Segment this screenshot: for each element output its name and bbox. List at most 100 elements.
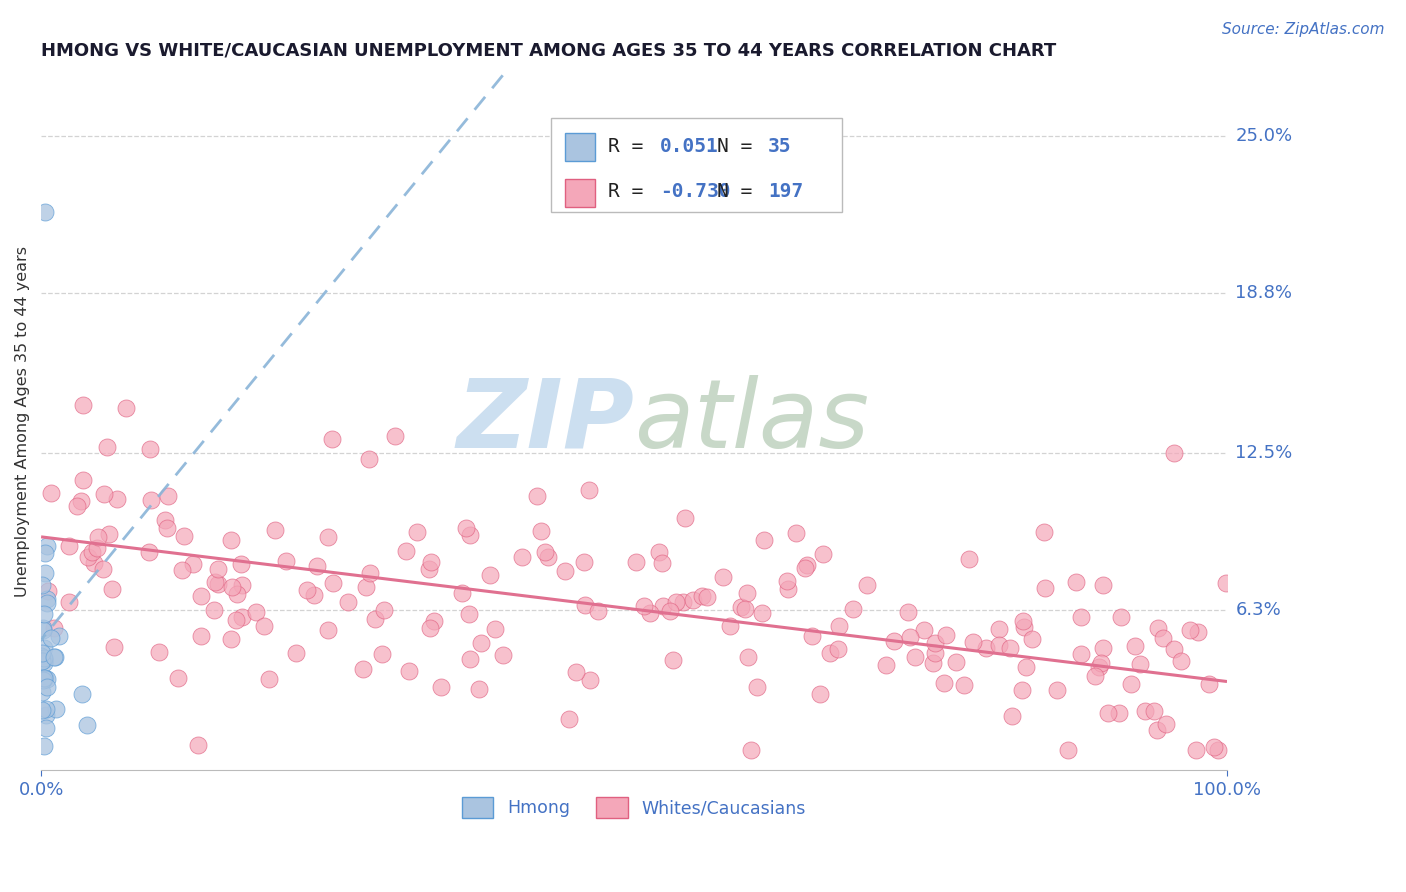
- Point: [35, 539, 58, 553]
- Point: [897, 605, 920, 619]
- Point: [284, 646, 307, 660]
- Point: [745, 680, 768, 694]
- Point: [484, 622, 506, 636]
- Y-axis label: Unemployment Among Ages 35 to 44 years: Unemployment Among Ages 35 to 44 years: [15, 246, 30, 597]
- Point: [35, 591, 58, 606]
- Point: [371, 647, 394, 661]
- Point: [1108, 706, 1130, 721]
- Point: [875, 657, 897, 672]
- Point: [740, 743, 762, 757]
- Point: [82, 545, 104, 559]
- Point: [321, 432, 343, 446]
- Point: [58, 595, 80, 609]
- Point: [776, 574, 799, 588]
- Point: [924, 646, 946, 660]
- Text: 197: 197: [768, 182, 803, 201]
- Point: [86, 541, 108, 555]
- Point: [1097, 706, 1119, 720]
- Point: [962, 635, 984, 649]
- Point: [139, 492, 162, 507]
- FancyBboxPatch shape: [551, 118, 842, 212]
- Point: [536, 549, 558, 564]
- Point: [93, 486, 115, 500]
- Point: [988, 639, 1011, 653]
- Point: [207, 562, 229, 576]
- Point: [359, 566, 381, 580]
- Point: [322, 576, 344, 591]
- Point: [827, 642, 849, 657]
- Point: [418, 562, 440, 576]
- Point: [793, 561, 815, 575]
- Point: [170, 563, 193, 577]
- Point: [34, 546, 56, 560]
- Point: [579, 673, 602, 687]
- Point: [96, 440, 118, 454]
- Point: [912, 624, 935, 638]
- Point: [470, 636, 492, 650]
- Point: [1198, 677, 1220, 691]
- Text: HMONG VS WHITE/CAUCASIAN UNEMPLOYMENT AMONG AGES 35 TO 44 YEARS CORRELATION CHAR: HMONG VS WHITE/CAUCASIAN UNEMPLOYMENT AM…: [41, 42, 1056, 60]
- Point: [1011, 682, 1033, 697]
- Point: [181, 557, 204, 571]
- Point: [658, 604, 681, 618]
- Point: [468, 682, 491, 697]
- Point: [1163, 641, 1185, 656]
- Point: [1154, 716, 1177, 731]
- Legend: Hmong, Whites/Caucasians: Hmong, Whites/Caucasians: [456, 790, 813, 824]
- Point: [776, 582, 799, 596]
- Point: [1088, 659, 1111, 673]
- Point: [1091, 577, 1114, 591]
- Point: [190, 589, 212, 603]
- Text: 35: 35: [768, 136, 792, 155]
- Text: N =: N =: [717, 136, 763, 155]
- Point: [245, 605, 267, 619]
- Point: [1012, 614, 1035, 628]
- Point: [856, 578, 879, 592]
- Point: [1129, 657, 1152, 671]
- Point: [737, 586, 759, 600]
- Point: [672, 595, 695, 609]
- Point: [305, 559, 328, 574]
- Text: 6.3%: 6.3%: [1236, 601, 1281, 619]
- Point: [225, 587, 247, 601]
- Point: [554, 565, 576, 579]
- Point: [651, 556, 673, 570]
- Point: [935, 628, 957, 642]
- Text: ZIP: ZIP: [456, 375, 634, 468]
- Point: [828, 618, 851, 632]
- Point: [1046, 683, 1069, 698]
- Point: [45, 701, 67, 715]
- Point: [398, 665, 420, 679]
- Point: [1064, 574, 1087, 589]
- Point: [39, 486, 62, 500]
- Point: [478, 568, 501, 582]
- Point: [924, 636, 946, 650]
- Point: [883, 633, 905, 648]
- Point: [34, 205, 56, 219]
- Point: [32, 624, 55, 638]
- Point: [32, 650, 55, 665]
- Point: [420, 556, 443, 570]
- Point: [384, 429, 406, 443]
- Text: 18.8%: 18.8%: [1236, 285, 1292, 302]
- Point: [58, 539, 80, 553]
- Point: [139, 442, 162, 457]
- Point: [357, 452, 380, 467]
- Text: 12.5%: 12.5%: [1236, 444, 1292, 462]
- Point: [458, 528, 481, 542]
- Point: [586, 604, 609, 618]
- Point: [34, 671, 56, 685]
- Point: [352, 662, 374, 676]
- Point: [1206, 743, 1229, 757]
- FancyBboxPatch shape: [565, 134, 595, 161]
- Point: [31, 685, 53, 699]
- Point: [156, 521, 179, 535]
- Point: [811, 547, 834, 561]
- Point: [1092, 641, 1115, 656]
- Point: [34, 656, 56, 670]
- Point: [32, 739, 55, 753]
- Point: [42, 649, 65, 664]
- FancyBboxPatch shape: [565, 178, 595, 207]
- Point: [34, 702, 56, 716]
- Point: [565, 665, 588, 680]
